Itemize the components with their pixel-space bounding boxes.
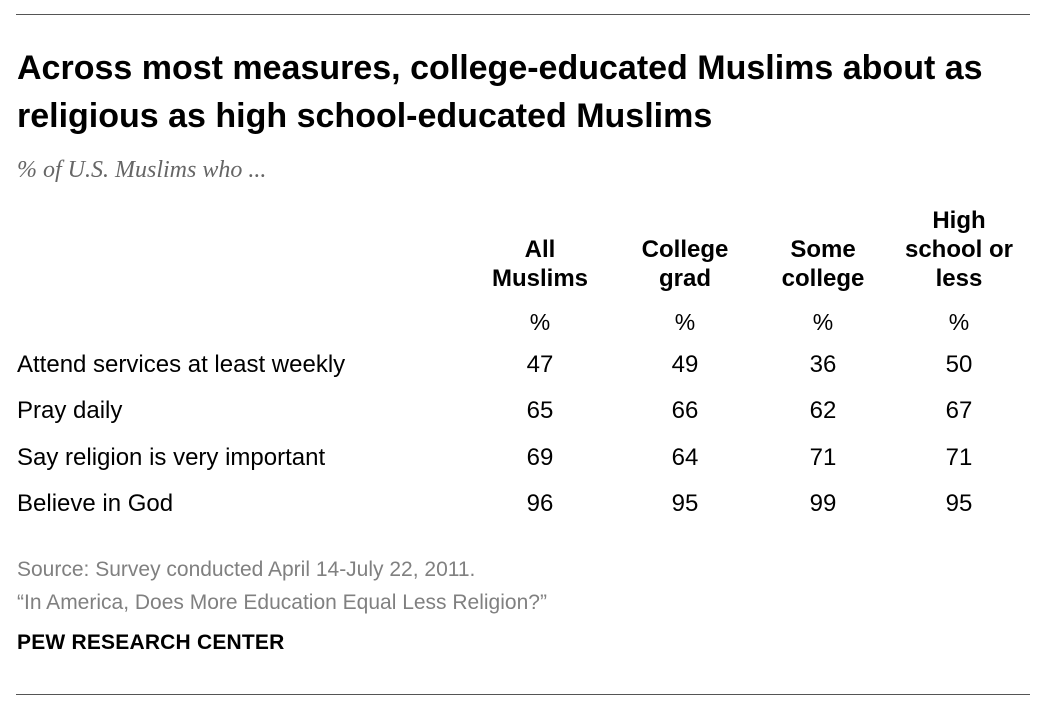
row-label: Believe in God [17, 490, 174, 517]
row-label: Say religion is very important [17, 444, 326, 471]
column-header-line: College [641, 236, 729, 263]
data-cell: 95 [945, 490, 973, 517]
column-header-line: Some [790, 236, 856, 263]
column-header-line: college [781, 265, 865, 292]
chart-title: Across most measures, college-educated M… [17, 49, 983, 135]
data-cell: 71 [945, 444, 973, 471]
column-header: College grad [610, 235, 760, 293]
data-cell: 50 [945, 351, 973, 378]
column-header-line: grad [658, 265, 711, 292]
column-header-line: High [932, 207, 986, 234]
unit-label: % [674, 309, 696, 335]
unit-label: % [948, 309, 970, 335]
source-line: Source: Survey conducted April 14-July 2… [17, 558, 476, 581]
bottom-rule [16, 694, 1030, 695]
data-cell: 71 [809, 444, 837, 471]
data-cell: 69 [526, 444, 554, 471]
report-title-line: “In America, Does More Education Equal L… [17, 591, 547, 614]
data-cell: 64 [671, 444, 699, 471]
data-cell: 99 [809, 490, 837, 517]
data-cell: 96 [526, 490, 554, 517]
row-label: Pray daily [17, 397, 123, 424]
column-header: High school or less [884, 206, 1034, 293]
source-note: Source: Survey conducted April 14-July 2… [17, 553, 547, 619]
unit-label: % [812, 309, 834, 335]
data-cell: 67 [945, 397, 973, 424]
data-cell: 36 [809, 351, 837, 378]
top-rule [16, 14, 1030, 15]
data-cell: 66 [671, 397, 699, 424]
data-cell: 49 [671, 351, 699, 378]
data-cell: 47 [526, 351, 554, 378]
row-label: Attend services at least weekly [17, 351, 346, 378]
column-header: Some college [748, 235, 898, 293]
column-header-line: less [935, 265, 983, 292]
data-cell: 62 [809, 397, 837, 424]
unit-label: % [529, 309, 551, 335]
column-header-line: school or [904, 236, 1013, 263]
pew-research-center-logo: PEW RESEARCH CENTER [17, 631, 285, 654]
data-cell: 65 [526, 397, 554, 424]
data-cell: 95 [671, 490, 699, 517]
column-header: All Muslims [465, 235, 615, 293]
column-header-line: All [524, 236, 556, 263]
chart-subtitle: % of U.S. Muslims who ... [17, 157, 267, 183]
column-header-line: Muslims [491, 265, 589, 292]
